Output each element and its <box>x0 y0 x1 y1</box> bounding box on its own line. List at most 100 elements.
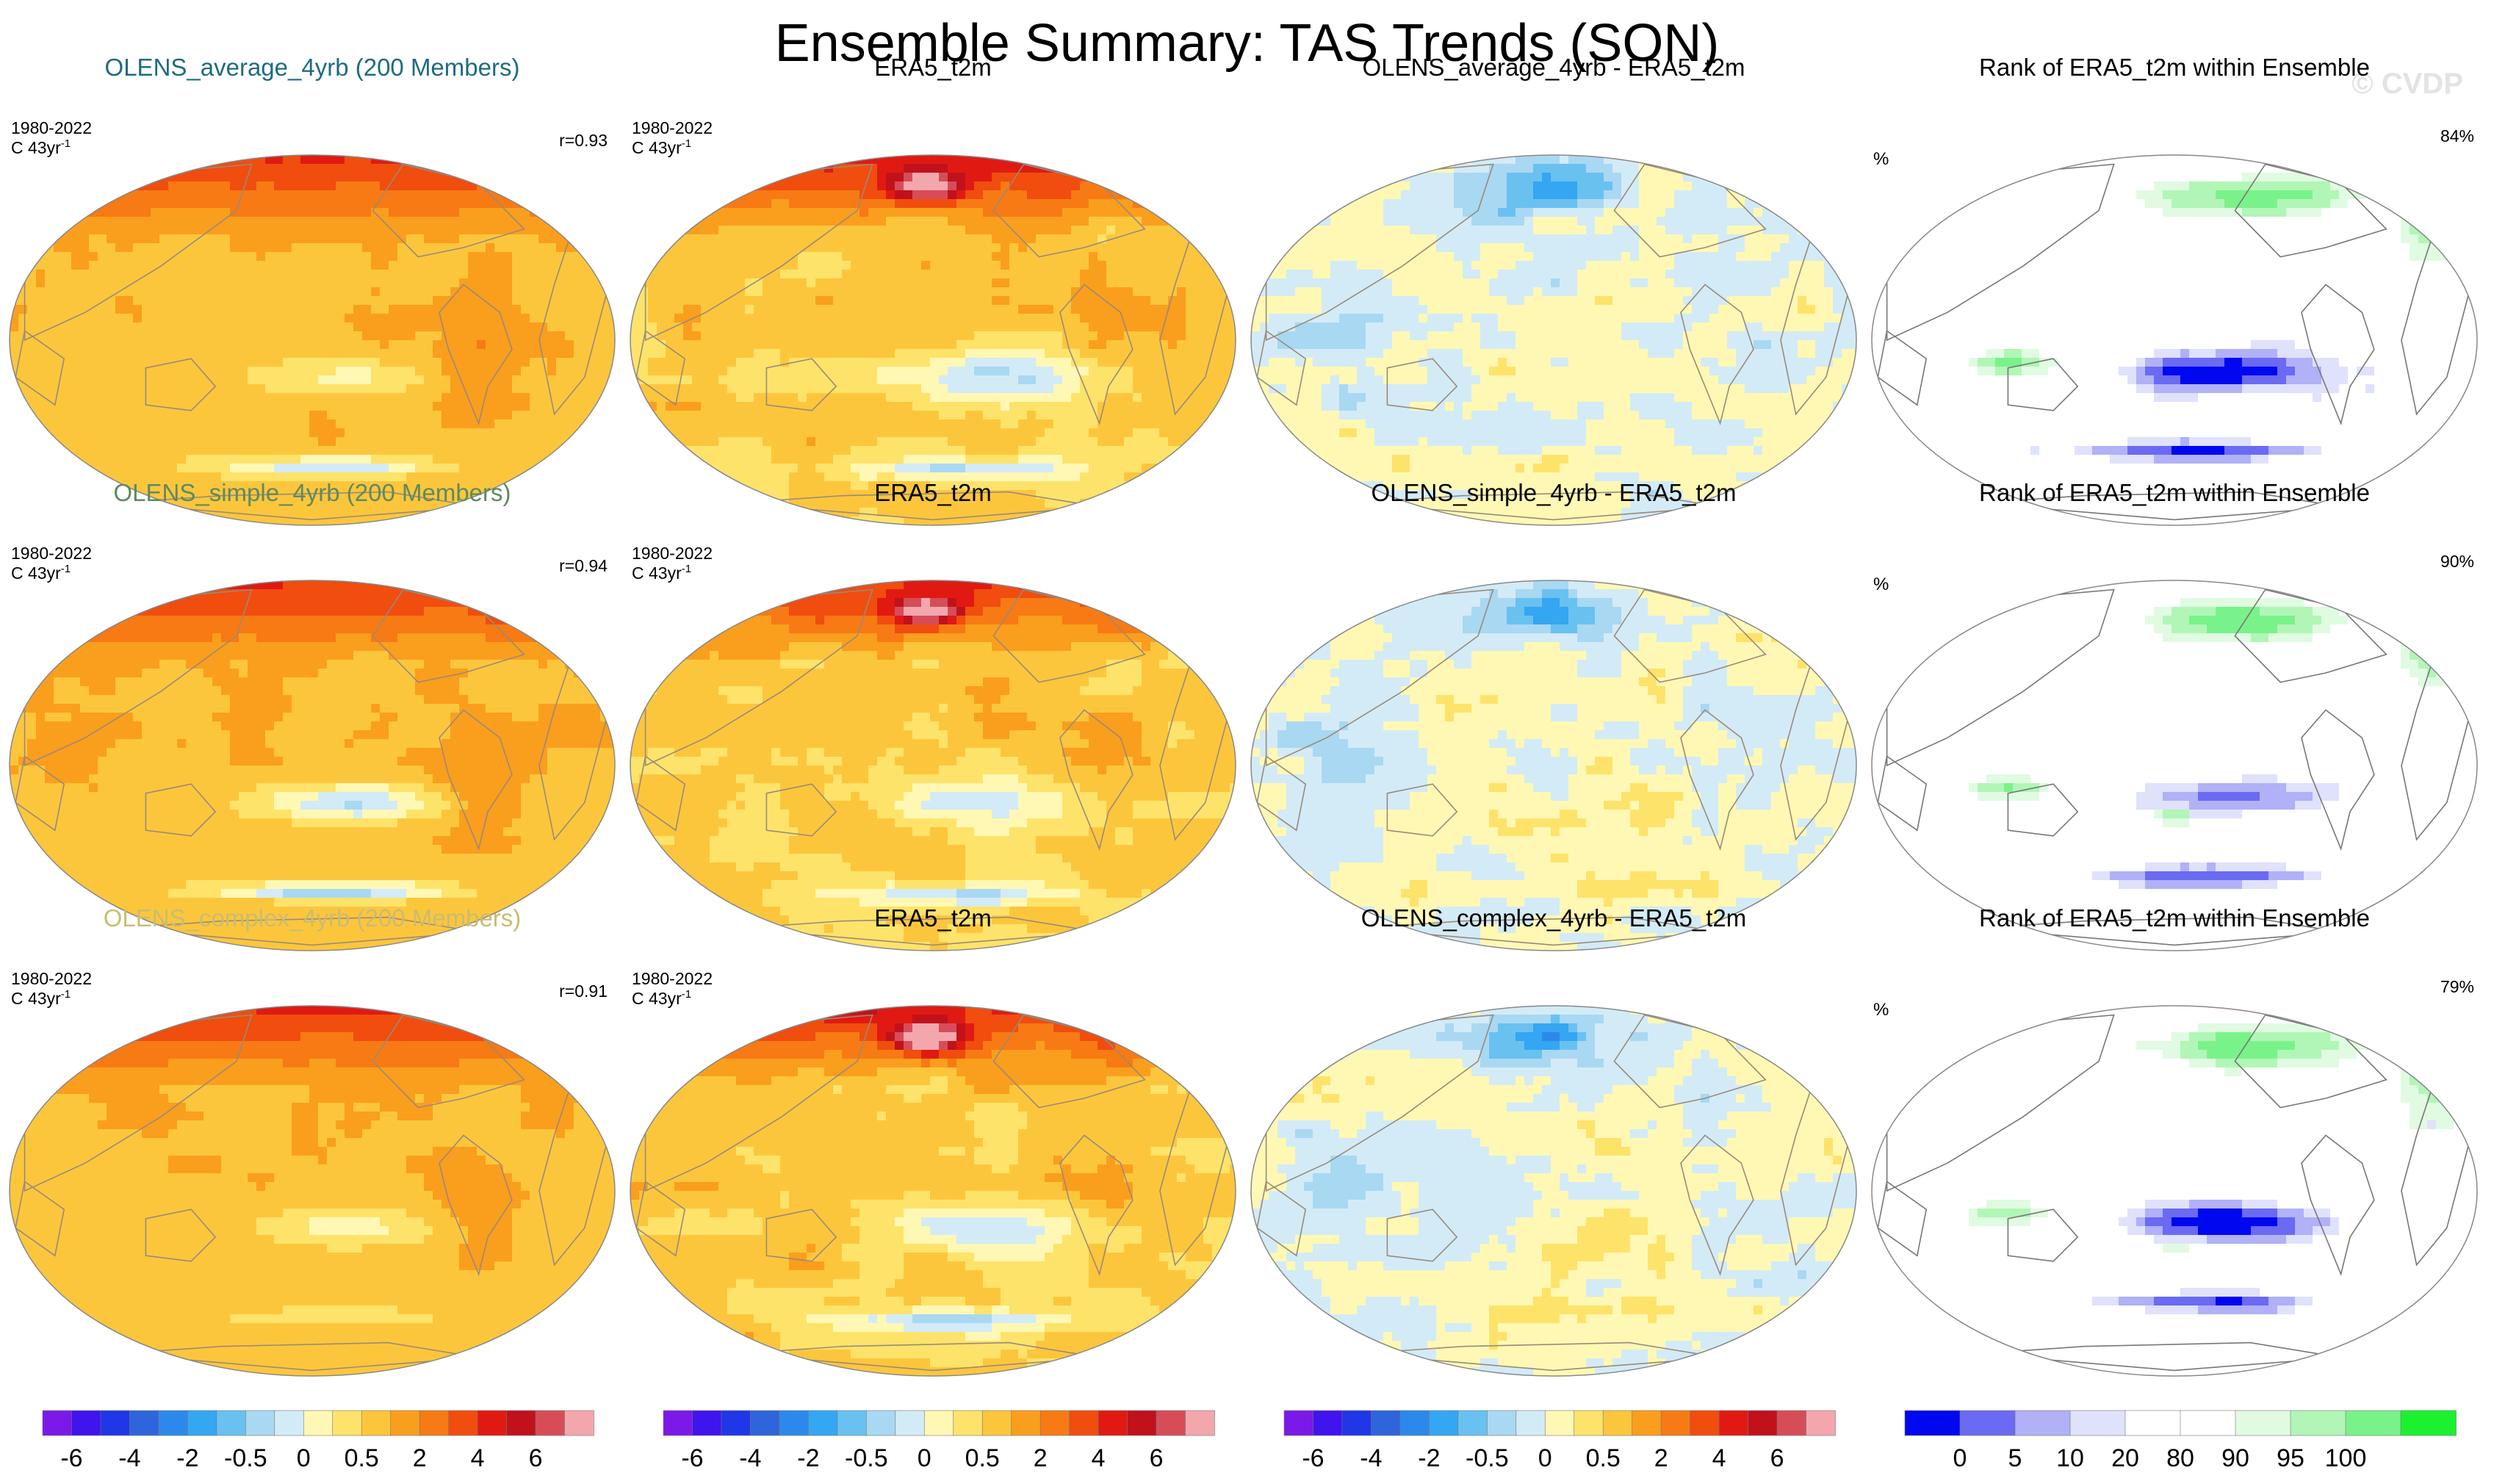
field-cell <box>142 305 151 314</box>
field-cell <box>1062 226 1072 235</box>
field-cell <box>930 367 940 376</box>
field-cell <box>815 296 825 306</box>
field-cell <box>124 305 134 314</box>
field-cell <box>1524 173 1534 182</box>
field-cell <box>674 402 684 411</box>
field-cell <box>433 234 442 244</box>
field-cell <box>965 428 975 438</box>
field-cell <box>886 261 895 270</box>
field-cell <box>195 305 204 314</box>
field-cell <box>815 252 825 262</box>
field-cell <box>336 331 345 341</box>
field-cell <box>807 349 816 359</box>
field-cell <box>591 296 601 306</box>
field-cell <box>362 446 372 455</box>
field-cell <box>159 481 169 491</box>
field-cell <box>727 428 737 438</box>
field-cell <box>842 190 851 200</box>
field-cell <box>683 375 693 385</box>
field-cell <box>1533 164 1543 173</box>
field-cell <box>362 287 372 297</box>
field-cell <box>956 455 966 464</box>
field-cell <box>807 490 816 500</box>
field-cell <box>1142 278 1151 288</box>
field-cell <box>833 296 843 306</box>
field-cell <box>859 428 869 438</box>
field-cell <box>1001 323 1010 332</box>
field-cell <box>283 314 292 323</box>
field-cell <box>512 367 522 376</box>
field-cell <box>18 375 28 385</box>
field-cell <box>389 314 398 323</box>
field-cell <box>1062 437 1072 447</box>
field-cell <box>292 199 301 209</box>
field-cell <box>833 323 843 332</box>
field-cell <box>992 349 1001 359</box>
field-cell <box>318 314 328 323</box>
field-cell <box>107 278 116 288</box>
field-cell <box>168 190 178 200</box>
field-cell <box>965 367 975 376</box>
field-cell <box>859 446 869 455</box>
field-cell <box>538 226 548 235</box>
field-cell <box>718 419 728 429</box>
field-cell <box>1001 181 1010 191</box>
field-cell <box>666 358 675 367</box>
field-cell <box>1577 155 1587 165</box>
field-cell <box>248 243 257 253</box>
field-cell <box>1203 375 1213 385</box>
field-cell <box>345 428 354 438</box>
field-cell <box>362 367 372 376</box>
field-cell <box>380 234 389 244</box>
field-cell <box>1419 173 1428 182</box>
field-cell <box>80 375 90 385</box>
field-cell <box>36 243 46 253</box>
field-cell <box>1357 190 1366 200</box>
field-cell <box>283 226 292 235</box>
field-cell <box>221 305 231 314</box>
field-cell <box>1665 181 1675 191</box>
field-cell <box>974 270 984 279</box>
field-cell <box>1071 349 1081 359</box>
field-cell <box>538 287 548 297</box>
field-cell <box>895 499 904 508</box>
field-cell <box>868 287 878 297</box>
field-cell <box>1674 181 1684 191</box>
field-cell <box>1001 455 1010 464</box>
field-cell <box>36 411 46 420</box>
field-cell <box>292 340 301 350</box>
field-cell <box>851 481 860 491</box>
field-cell <box>468 472 477 482</box>
field-cell <box>486 455 495 464</box>
field-cell <box>912 252 922 262</box>
field-cell <box>1568 181 1578 191</box>
field-cell <box>327 226 336 235</box>
field-cell <box>18 358 28 367</box>
field-cell <box>450 278 460 288</box>
field-cell <box>494 234 504 244</box>
field-cell <box>886 270 895 279</box>
field-cell <box>221 402 231 411</box>
field-cell <box>701 296 710 306</box>
field-cell <box>459 455 469 464</box>
field-cell <box>992 411 1001 420</box>
field-cell <box>538 402 548 411</box>
field-cell <box>657 340 666 350</box>
field-cell <box>248 296 257 306</box>
field-cell <box>789 323 799 332</box>
field-cell <box>256 287 266 297</box>
field-cell <box>1080 367 1089 376</box>
field-cell <box>380 173 389 182</box>
field-cell <box>336 481 345 491</box>
field-cell <box>763 305 772 314</box>
field-cell <box>71 358 81 367</box>
field-cell <box>824 252 834 262</box>
field-cell <box>1036 464 1045 473</box>
field-cell <box>159 472 169 482</box>
field-cell <box>292 155 301 165</box>
field-cell <box>1463 173 1472 182</box>
field-cell <box>674 314 684 323</box>
field-cell <box>1150 226 1160 235</box>
field-cell <box>974 208 984 217</box>
field-cell <box>186 331 195 341</box>
